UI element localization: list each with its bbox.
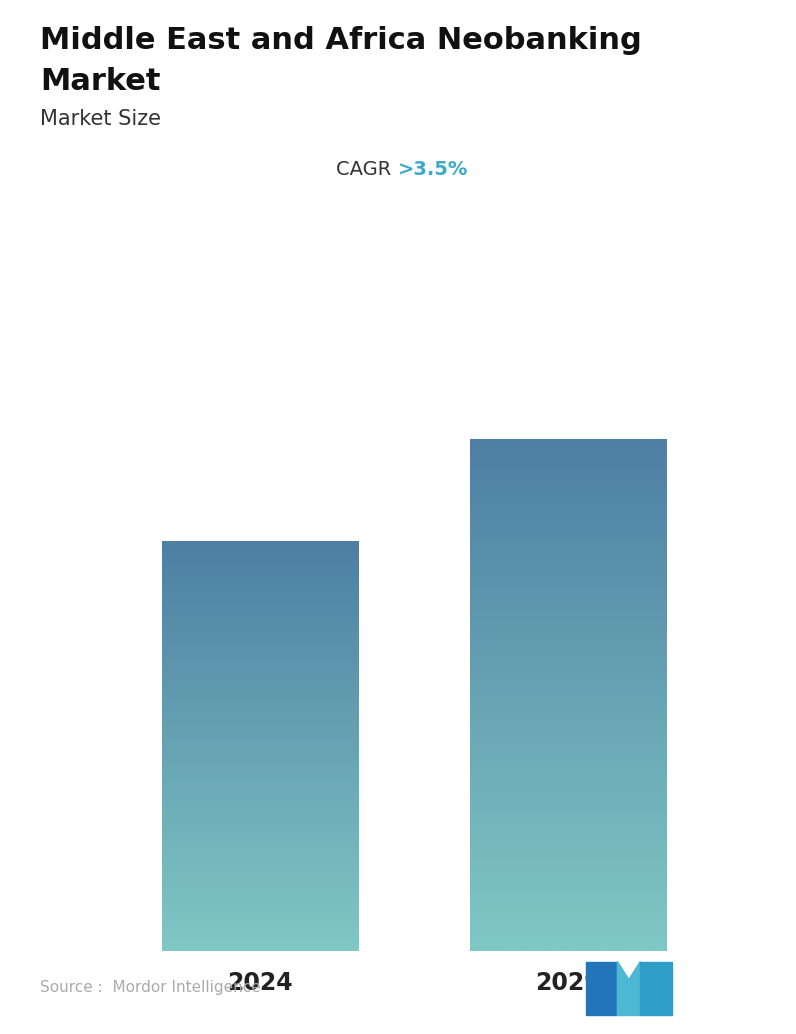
Polygon shape [586,962,618,1015]
Polygon shape [618,962,640,1015]
Text: Market: Market [40,67,160,96]
Text: Source :  Mordor Intelligence: Source : Mordor Intelligence [40,979,260,995]
Text: Market Size: Market Size [40,109,161,128]
Text: >3.5%: >3.5% [398,160,468,179]
Text: Middle East and Africa Neobanking: Middle East and Africa Neobanking [40,26,642,55]
Text: CAGR: CAGR [337,160,398,179]
Polygon shape [640,962,672,1015]
